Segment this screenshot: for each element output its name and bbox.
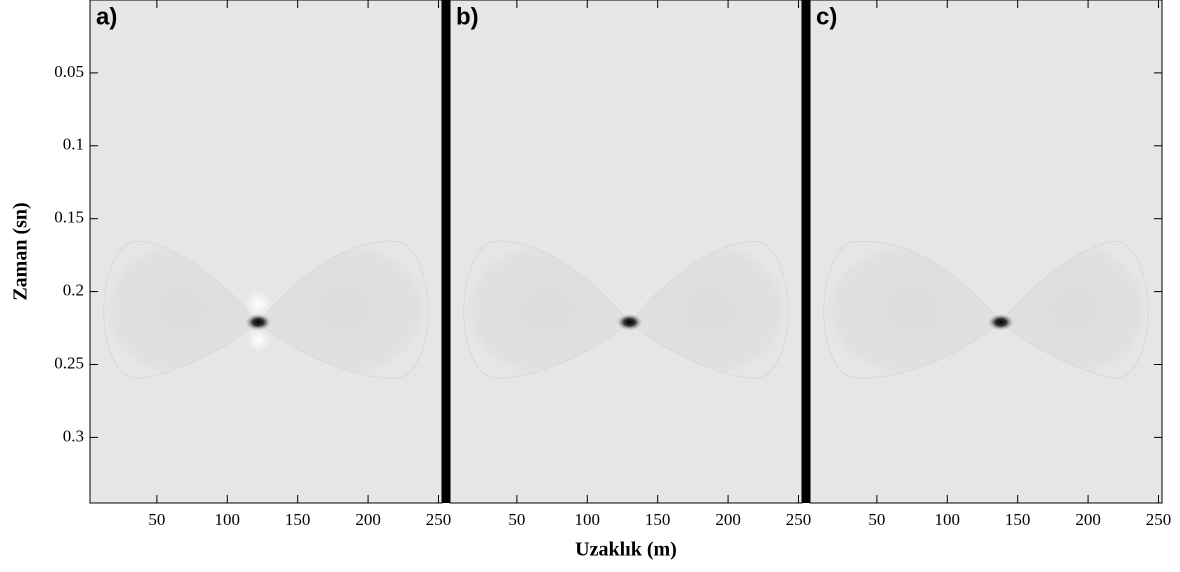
y-tick-label: 0.1 [63,135,84,154]
x-tick-label: 100 [575,510,601,529]
y-tick-label: 0.3 [63,426,84,445]
separator [802,0,810,503]
x-tick-label: 250 [1146,510,1172,529]
x-tick-label: 100 [215,510,241,529]
x-axis-label: Uzaklık (m) [575,539,677,561]
panel-label: b) [456,3,479,30]
peak [615,313,644,332]
x-tick-label: 50 [148,510,165,529]
x-tick-label: 200 [1075,510,1101,529]
halo [246,328,271,353]
wavefront-lobe [463,240,631,379]
x-tick-label: 50 [508,510,525,529]
y-tick-label: 0.05 [54,62,84,81]
halo [244,290,273,319]
wavefront-lobe [257,240,429,379]
x-tick-label: 150 [645,510,671,529]
wavefront-lobe [823,240,1002,379]
y-tick-label: 0.25 [54,353,84,372]
wavefront-lobe [103,240,259,379]
y-tick-label: 0.15 [54,208,84,227]
plot-frame [809,0,1163,504]
panel-label: a) [96,3,117,30]
x-tick-label: 200 [355,510,381,529]
x-tick-label: 250 [426,510,452,529]
peak [986,313,1015,332]
x-tick-label: 150 [285,510,311,529]
x-tick-label: 50 [868,510,885,529]
x-tick-label: 150 [1005,510,1031,529]
y-tick-label: 0.2 [63,281,84,300]
x-tick-label: 250 [786,510,812,529]
wavefront-lobe [628,240,789,379]
x-tick-label: 100 [935,510,961,529]
x-tick-label: 200 [715,510,741,529]
separator [442,0,450,503]
panel-label: c) [816,3,837,30]
wavefront-lobe [1000,240,1149,379]
peak [244,313,273,332]
y-axis-label: Zaman (sn) [10,202,32,300]
